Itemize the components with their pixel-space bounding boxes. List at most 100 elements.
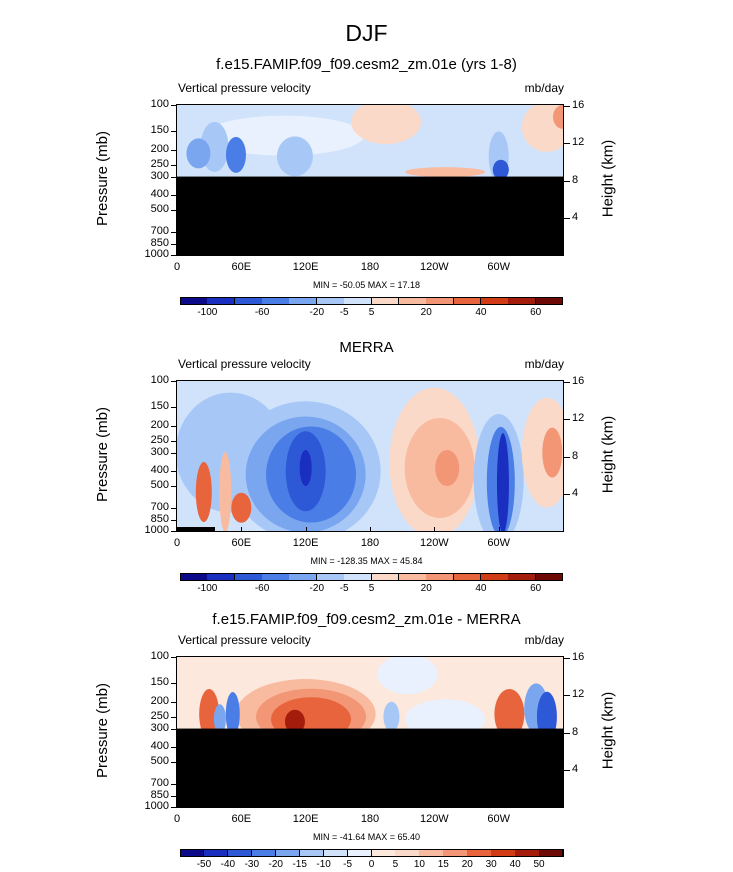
units-label: mb/day [524,357,564,371]
x-tick-mark [177,803,178,808]
colorbar-frame [180,573,563,581]
y-tick-mark [171,381,176,382]
colorbar-label: 50 [533,859,545,870]
contour-region [225,136,246,173]
y-tick-label: 150 [150,676,169,689]
contour-plot [176,656,564,808]
contour-region [195,462,212,523]
y-axis-label: Pressure (mb) [94,682,112,779]
y-tick-mark [171,164,176,166]
contour-region [225,692,240,737]
y-tick-mark [171,231,176,233]
y-tick-mark [171,150,176,152]
x-tick-mark [498,251,500,256]
colorbar-box [316,297,345,305]
contour-plot [176,104,564,256]
y-tick-label: 500 [150,478,169,491]
y-right-tick-label: 4 [572,486,579,499]
contour-region [351,105,422,145]
colorbar-box [180,849,205,857]
y-tick-mark [171,452,176,454]
x-tick-label: 120E [292,813,319,825]
x-tick-mark [241,251,243,256]
colorbar-box [480,297,509,305]
colorbar-label: -20 [268,859,283,870]
colorbar-box [289,297,318,305]
y-right-tick-label: 4 [572,210,579,223]
contour-region [405,167,486,178]
panel-title: f.e15.FAMIP.f09_f09.cesm2_zm.01e (yrs 1-… [216,56,517,73]
colorbar-box [480,573,509,581]
colorbar-box [453,297,482,305]
x-tick-label: 120E [292,261,319,273]
y-right-tick-mark [564,695,570,697]
y-tick-label: 850 [150,237,169,250]
colorbar-box [395,849,420,857]
colorbar-label: 15 [437,859,449,870]
y-tick-mark [171,426,176,428]
colorbar-box [508,573,537,581]
y-tick-mark [171,255,176,256]
colorbar-label: 20 [420,583,432,594]
colorbar-box [515,849,540,857]
colorbar-box [371,849,396,857]
contour-plot [176,380,564,532]
colorbar-label: 5 [392,859,399,870]
y-tick-label: 1000 [144,524,169,536]
y-right-tick-mark [564,732,570,734]
y-tick-label: 250 [150,157,169,170]
x-tick-label: 60E [231,813,252,825]
y-right-tick-label: 12 [572,136,585,149]
contour-region [186,138,211,169]
y-tick-label: 200 [150,695,169,708]
x-tick-mark [370,251,371,256]
contour-region [542,427,563,478]
contour-region [231,492,252,523]
panel-title: f.e15.FAMIP.f09_f09.cesm2_zm.01e - MERRA [212,611,521,628]
x-tick-label: 60W [487,261,510,273]
colorbar-box [234,297,263,305]
colorbar-box [491,849,516,857]
y-axis-label: Pressure (mb) [94,130,112,227]
colorbar-label: 5 [368,307,375,318]
y-tick-label: 400 [150,464,169,477]
y-right-tick-mark [564,658,570,660]
contour-field [177,657,563,807]
x-tick-label: 0 [173,537,181,549]
colorbar-box [344,297,372,305]
y-tick-mark [171,728,176,730]
contour-region [377,657,438,695]
x-tick-label: 60E [231,261,252,273]
colorbar-label: -40 [220,859,236,870]
y-tick-mark [171,176,176,178]
y-tick-label: 500 [150,754,169,767]
colorbar-label: 5 [368,583,375,594]
y-tick-label: 850 [150,513,169,526]
y-right-tick-mark [564,382,570,384]
units-label: mb/day [524,633,564,647]
y-tick-label: 150 [150,400,169,413]
x-tick-label: 180 [360,813,380,825]
y-tick-label: 300 [150,721,169,734]
colorbar-label: -20 [309,307,324,318]
y-tick-mark [171,702,176,704]
colorbar-box [426,297,455,305]
y-tick-label: 1000 [144,800,169,812]
y-tick-label: 150 [150,124,169,137]
colorbar-frame [180,297,563,305]
y-tick-label: 400 [150,188,169,201]
colorbar-box [508,297,537,305]
colorbar-label: -100 [197,307,218,318]
x-tick-mark [370,527,371,532]
colorbar-label: -15 [292,859,307,870]
y-tick-label: 700 [150,224,169,237]
y-tick-mark [171,131,176,133]
colorbar-label: -10 [316,859,331,870]
contour-region [521,105,563,152]
colorbar-label: 20 [420,307,432,318]
colorbar-label: -60 [254,583,270,594]
x-tick-mark [434,251,436,256]
x-tick-mark [305,251,307,256]
colorbar-label: -50 [196,859,212,870]
y-tick-label: 200 [150,419,169,432]
